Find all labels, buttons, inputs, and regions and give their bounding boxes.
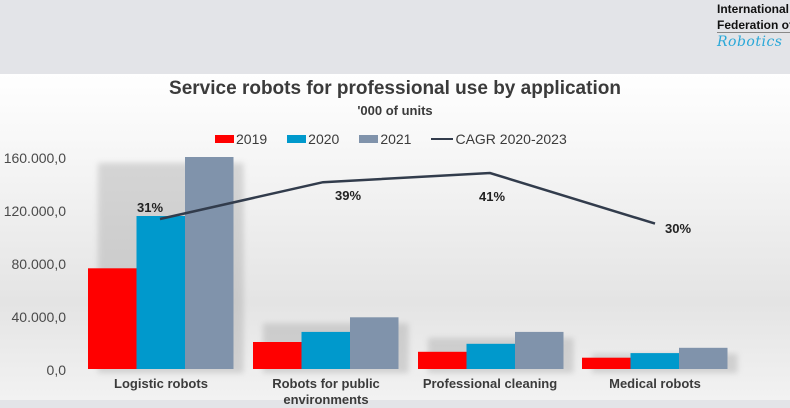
- legend-item-cagr: CAGR 2020-2023: [431, 131, 567, 147]
- legend-swatch-2020: [287, 135, 307, 143]
- bar-2019: [88, 268, 137, 369]
- y-tick-label: 120.000,0: [3, 203, 66, 219]
- logo-line-1: International: [717, 2, 790, 16]
- bar-2021: [350, 317, 399, 369]
- x-category-label: Professional cleaning: [422, 376, 558, 391]
- bar-2020: [301, 331, 350, 369]
- y-tick-label: 160.000,0: [3, 150, 66, 166]
- bar-2020: [630, 353, 679, 369]
- cagr-data-label: 31%: [137, 200, 163, 215]
- cagr-line: [159, 171, 656, 225]
- legend-item-2019: 2019: [215, 131, 267, 147]
- chart-title: Service robots for professional use by a…: [169, 78, 621, 99]
- legend-label-2021: 2021: [380, 131, 412, 147]
- legend-swatch-2019: [215, 135, 234, 143]
- bar-2021: [515, 331, 564, 369]
- legend: 2019 2020 2021 CAGR 2020-2023: [215, 130, 587, 148]
- cagr-labels: 31% 39% 41% 30%: [137, 188, 691, 236]
- logo-line-3: Robotics: [717, 34, 783, 50]
- y-tick-label: 40.000,0: [11, 309, 67, 325]
- y-tick-label: 0,0: [46, 362, 66, 378]
- bar-2020: [136, 216, 185, 369]
- bar-2020: [466, 343, 515, 369]
- bar-2019: [582, 357, 631, 369]
- cagr-line-group: [159, 171, 656, 225]
- bar-2019: [418, 351, 467, 369]
- legend-swatch-2021: [359, 135, 379, 143]
- y-tick-label: 80.000,0: [11, 256, 67, 272]
- bar-2021: [185, 157, 234, 369]
- x-category-label: Logistic robots: [114, 376, 208, 391]
- legend-label-cagr: CAGR 2020-2023: [455, 131, 567, 147]
- bar-2021: [679, 347, 728, 369]
- legend-item-2021: 2021: [359, 131, 411, 147]
- chart-subtitle: '000 of units: [357, 103, 433, 118]
- logo-line-2: Federation of: [717, 18, 790, 33]
- bars: [88, 157, 728, 369]
- legend-item-2020: 2020: [287, 131, 339, 147]
- x-category-label: Medical robots: [609, 376, 701, 391]
- legend-label-2020: 2020: [308, 131, 340, 147]
- cagr-data-label: 41%: [479, 189, 505, 204]
- cagr-data-label: 30%: [665, 221, 691, 236]
- bar-2019: [253, 342, 302, 369]
- x-category-label: Robots for public environments: [272, 376, 380, 407]
- header-band: [0, 0, 790, 74]
- legend-line-cagr: [431, 138, 454, 140]
- cagr-data-label: 39%: [335, 188, 361, 203]
- legend-label-2019: 2019: [236, 131, 268, 147]
- ifr-logo: International Federation of Robotics: [717, 2, 790, 50]
